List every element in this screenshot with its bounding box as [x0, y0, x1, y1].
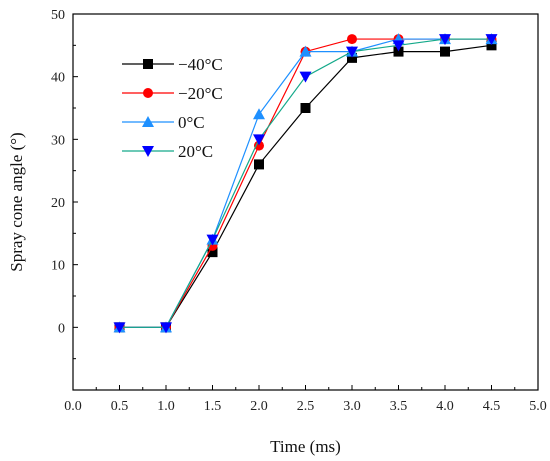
data-point: [160, 322, 172, 334]
data-point: [347, 34, 357, 45]
data-point: [300, 103, 311, 113]
legend-item: 20°C: [122, 142, 213, 161]
data-point: [206, 234, 219, 246]
y-tick-label: 20: [51, 196, 65, 211]
x-tick-label: 1.0: [157, 399, 175, 414]
x-tick-label: 3.0: [343, 399, 361, 414]
axes: 0.0 0.5 1.0 1.5 2.0 2.5 3.0 3.5 4.0 4.5 5.0 0 10 20 30…: [51, 8, 547, 414]
y-axis-label: Spray cone angle (°): [7, 132, 26, 271]
x-tick-label: 4.0: [436, 399, 454, 414]
series-line: [119, 44, 492, 328]
data-point: [439, 34, 451, 46]
legend-label: −40°C: [178, 55, 223, 74]
legend-marker: [142, 146, 154, 157]
x-tick-label: 0.5: [111, 399, 129, 414]
x-tick-label: 5.0: [529, 399, 547, 414]
x-tick-label: 0.0: [64, 399, 82, 414]
legend-label: 20°C: [178, 142, 213, 161]
y-tick-label: 40: [51, 71, 65, 86]
data-point: [346, 46, 358, 58]
plot-frame: [72, 13, 539, 391]
data-point: [254, 159, 264, 170]
y-tick-label: 30: [51, 133, 65, 148]
legend-item: 0°C: [122, 113, 205, 132]
y-tick-label: 10: [51, 259, 65, 274]
x-tick-label: 2.0: [250, 399, 268, 414]
legend-label: −20°C: [178, 84, 223, 103]
data-point: [392, 40, 405, 52]
legend-item: −20°C: [122, 84, 223, 103]
legend-label: 0°C: [178, 113, 205, 132]
series-4: [113, 34, 498, 334]
series-1: [114, 40, 497, 333]
y-tick-label: 0: [58, 321, 65, 336]
legend-item: −40°C: [122, 55, 223, 74]
data-point: [113, 322, 126, 334]
data-point: [253, 134, 265, 146]
data-point: [299, 45, 312, 57]
series-layer: [113, 33, 498, 334]
x-axis-label: Time (ms): [270, 437, 341, 456]
x-tick-label: 4.5: [483, 399, 501, 414]
y-tick-label: 50: [51, 8, 65, 23]
x-tick-label: 1.5: [204, 399, 222, 414]
x-tick-label: 3.5: [390, 399, 408, 414]
data-point: [393, 46, 404, 57]
legend-marker: [143, 59, 153, 69]
data-point: [485, 34, 498, 46]
legend-marker: [143, 88, 153, 98]
data-point: [299, 71, 312, 83]
data-point: [440, 46, 450, 57]
legend: −40°C −20°C 0°C 20°C: [122, 55, 223, 161]
x-tick-label: 2.5: [297, 399, 315, 414]
data-point: [486, 40, 497, 51]
legend-marker: [142, 116, 154, 127]
data-point: [347, 52, 357, 63]
data-point: [207, 247, 218, 258]
data-point: [253, 108, 265, 120]
data-point: [254, 140, 264, 151]
